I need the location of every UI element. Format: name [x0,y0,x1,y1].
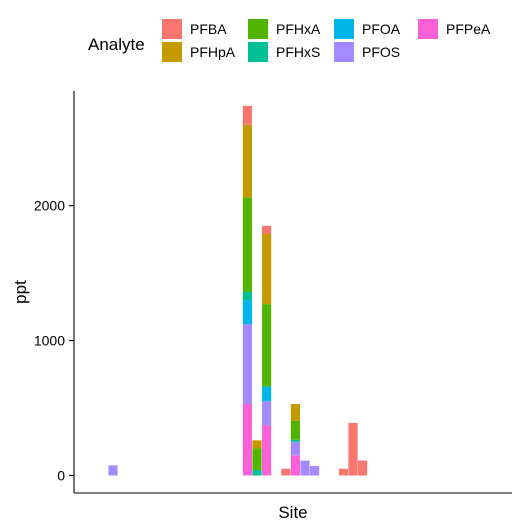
bar-segment-pfba [358,461,367,476]
legend: PFBA PFHpA PFHxA PFHxS PFOA PFOS PFPeA [162,19,491,62]
bar-segment-pfhpa [262,234,271,304]
legend-title: Analyte [88,35,145,54]
bar-segment-pfos [262,401,271,425]
legend-key-pfhxa [248,19,268,39]
legend-label-pfpea: PFPeA [446,21,491,37]
legend-key-pfos [334,42,354,62]
bar-segment-pfos [108,465,117,475]
legend-key-pfhpa [162,42,182,62]
bar-segment-pfhxs [252,470,261,475]
bar-segment-pfhxa [262,304,271,386]
bar-segment-pfoa [262,386,271,401]
bar-segment-pfos [300,461,309,476]
legend-label-pfhxa: PFHxA [276,21,321,37]
bar-segment-pfhxa [252,448,261,470]
legend-key-pfpea [418,19,438,39]
bar-segment-pfpea [291,455,300,475]
legend-label-pfoa: PFOA [362,21,401,37]
bar-segment-pfhxa [291,421,300,440]
bar-segment-pfba [262,226,271,234]
bar-segment-pfhpa [291,404,300,421]
bar-segment-pfhpa [243,125,252,198]
legend-key-pfhxs [248,42,268,62]
bar-segment-pfpea [262,426,271,476]
bar-segment-pfos [291,442,300,455]
legend-label-pfos: PFOS [362,44,400,60]
x-axis-title: Site [278,503,307,522]
bar-segment-pfoa [243,300,252,324]
bar-segment-pfos [310,466,319,475]
y-tick-label: 1000 [34,333,65,349]
legend-key-pfoa [334,19,354,39]
plot-bars [108,106,367,476]
y-tick-label: 2000 [34,198,65,214]
bar-segment-pfos [243,324,252,404]
bar-segment-pfhxa [243,198,252,292]
bar-segment-pfba [281,469,290,476]
bar-segment-pfhxs [291,440,300,442]
bar-segment-pfba [339,469,348,476]
legend-label-pfhxs: PFHxS [276,44,320,60]
bar-segment-pfhxs [243,292,252,300]
legend-label-pfhpa: PFHpA [190,44,236,60]
bar-segment-pfba [243,106,252,125]
y-tick-label: 0 [57,467,65,483]
bar-segment-pfba [348,423,357,476]
legend-key-pfba [162,19,182,39]
bar-segment-pfhpa [252,440,261,448]
bar-segment-pfpea [243,404,252,476]
legend-label-pfba: PFBA [190,21,227,37]
y-axis-ticks: 0 1000 2000 [34,198,74,484]
y-axis-title: ppt [11,280,30,304]
